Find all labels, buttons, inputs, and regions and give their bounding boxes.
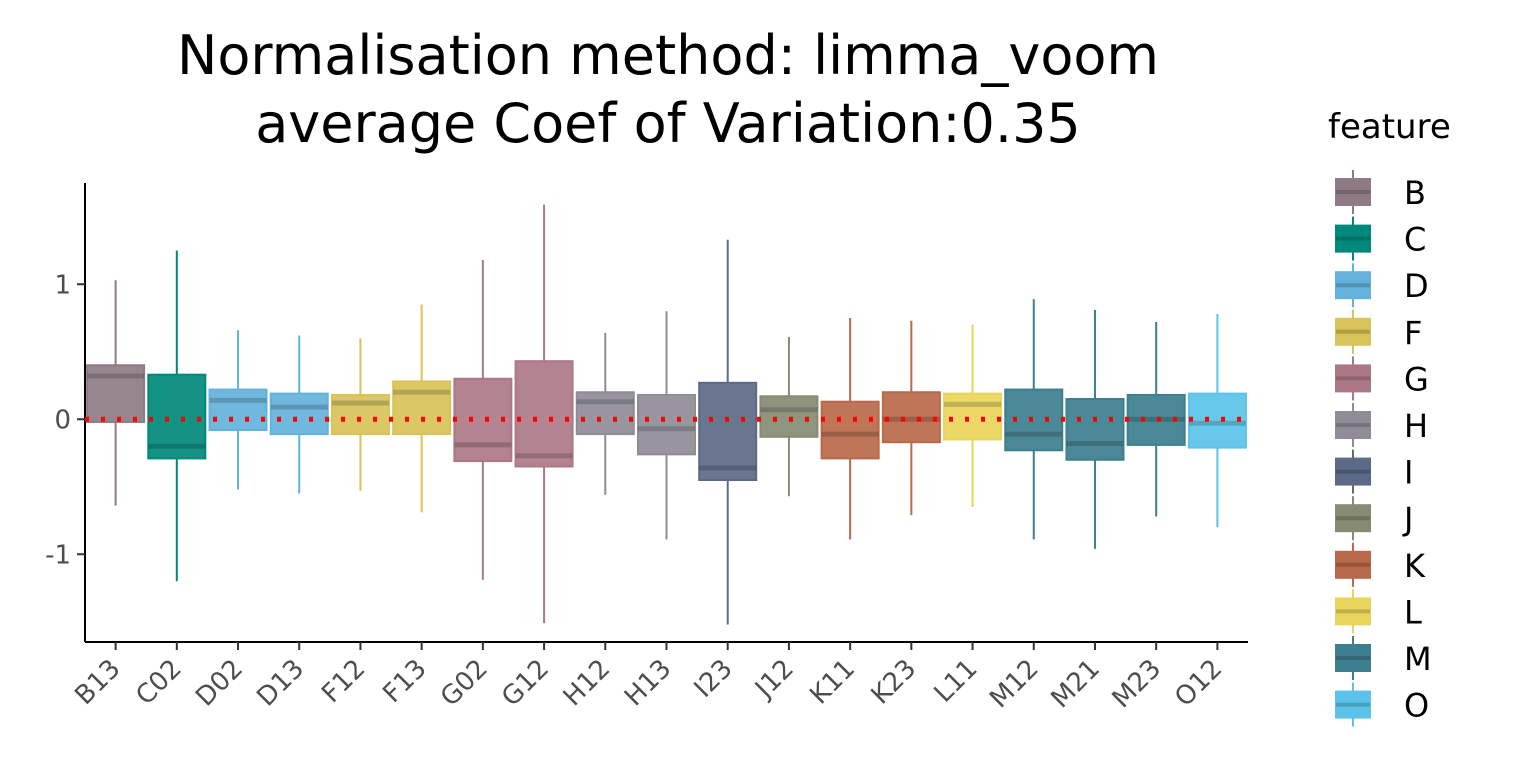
box-body [330,393,390,436]
box-D02 [208,330,268,490]
legend-key-box [1335,411,1371,439]
box-C02 [147,250,207,582]
x-tick-label: D13 [251,654,310,713]
box-I23 [698,239,758,625]
x-tick-label: K11 [804,654,861,711]
box-body [820,400,880,460]
box-body [1126,393,1186,446]
box-body [269,392,329,436]
x-tick-label: I23 [689,654,739,704]
box-J12 [759,336,819,497]
x-tick-label: C02 [130,654,187,711]
legend-key-box [1335,690,1371,719]
legend-label: O [1404,687,1429,725]
legend-label: F [1404,314,1422,352]
legend-key-box [1335,550,1371,579]
x-tick-label: B13 [69,654,126,711]
box-F12 [330,338,390,491]
legend-label: J [1402,500,1413,538]
x-tick-label: L11 [929,654,984,709]
chart-title-line-1: Normalisation method: limma_voom [177,24,1159,87]
x-tick-label: H12 [558,654,616,712]
y-tick-label: 0 [54,405,71,435]
legend-key-box [1335,178,1371,206]
legend-item-G: G [1335,356,1429,401]
legend-item-H: H [1335,403,1428,447]
legend-label: D [1404,267,1429,305]
x-tick-label: J12 [748,654,799,705]
legend-item-O: O [1335,682,1429,727]
legend-item-K: K [1335,542,1426,587]
legend-key-box [1335,271,1371,300]
x-tick-label: O12 [1169,654,1228,713]
x-tick-label: G12 [496,654,555,713]
box-K23 [881,320,941,516]
x-tick-label: F12 [316,654,371,709]
legend-label: H [1404,407,1428,445]
legend-title: feature [1328,107,1451,147]
legend-item-D: D [1335,263,1429,308]
box-G12 [514,204,574,624]
x-tick-label: G02 [435,654,494,713]
box-body [1187,392,1247,449]
legend-key-box [1335,597,1371,626]
y-tick-label: -1 [45,540,71,570]
chart-title-line-2: average Coef of Variation:0.35 [255,92,1081,155]
legend-label: C [1404,221,1426,259]
box-body [392,380,452,436]
x-tick-label: D02 [190,654,249,713]
x-tick-label: K23 [866,654,923,711]
box-body [208,388,268,432]
box-body [759,395,819,438]
legend-key-box [1335,504,1371,533]
legend-item-I: I [1335,449,1413,494]
box-body [698,381,758,481]
box-O12 [1187,313,1247,528]
x-tick-label: H13 [619,654,677,712]
legend-key-box [1335,644,1371,672]
legend-key-box [1335,457,1371,486]
legend-label: G [1404,360,1429,398]
legend-label: K [1404,547,1426,585]
legend-label: B [1404,174,1426,212]
box-body [147,373,207,460]
box-F13 [392,304,452,513]
legend-key-box [1335,364,1371,393]
legend-item-C: C [1335,216,1426,261]
box-body [86,364,146,423]
box-body [881,391,941,444]
legend-item-B: B [1335,170,1426,214]
box-B13 [86,280,146,506]
x-tick-label: M21 [1045,654,1105,714]
x-tick-label: M23 [1107,654,1167,714]
box-H13 [637,311,696,540]
box-body [514,360,574,468]
box-D13 [269,335,329,494]
box-body [637,393,696,456]
legend-label: M [1404,640,1432,678]
plot-area: 1 0 -1 B13 C02 D02 D13 F12 F13 G02 G12 H12 H13 I23 J12… [45,183,1248,714]
box-body [1065,398,1125,461]
box-body [575,391,635,436]
legend-label: I [1404,454,1413,492]
legend-item-J: J [1335,496,1413,541]
box-K11 [820,318,880,540]
legend-key-box [1335,224,1371,253]
legend-label: L [1404,593,1422,631]
legend-key-box [1335,317,1371,346]
legend-item-L: L [1335,589,1422,634]
legend-item-F: F [1335,309,1422,354]
legend-item-M: M [1335,636,1432,680]
y-tick-label: 1 [54,270,71,300]
box-M23 [1126,322,1186,517]
box-L11 [943,324,1003,507]
box-body [943,392,1003,441]
x-tick-label: F13 [377,654,432,709]
x-tick-label: M12 [984,654,1044,714]
box-H12 [575,332,635,495]
box-M21 [1065,309,1125,549]
